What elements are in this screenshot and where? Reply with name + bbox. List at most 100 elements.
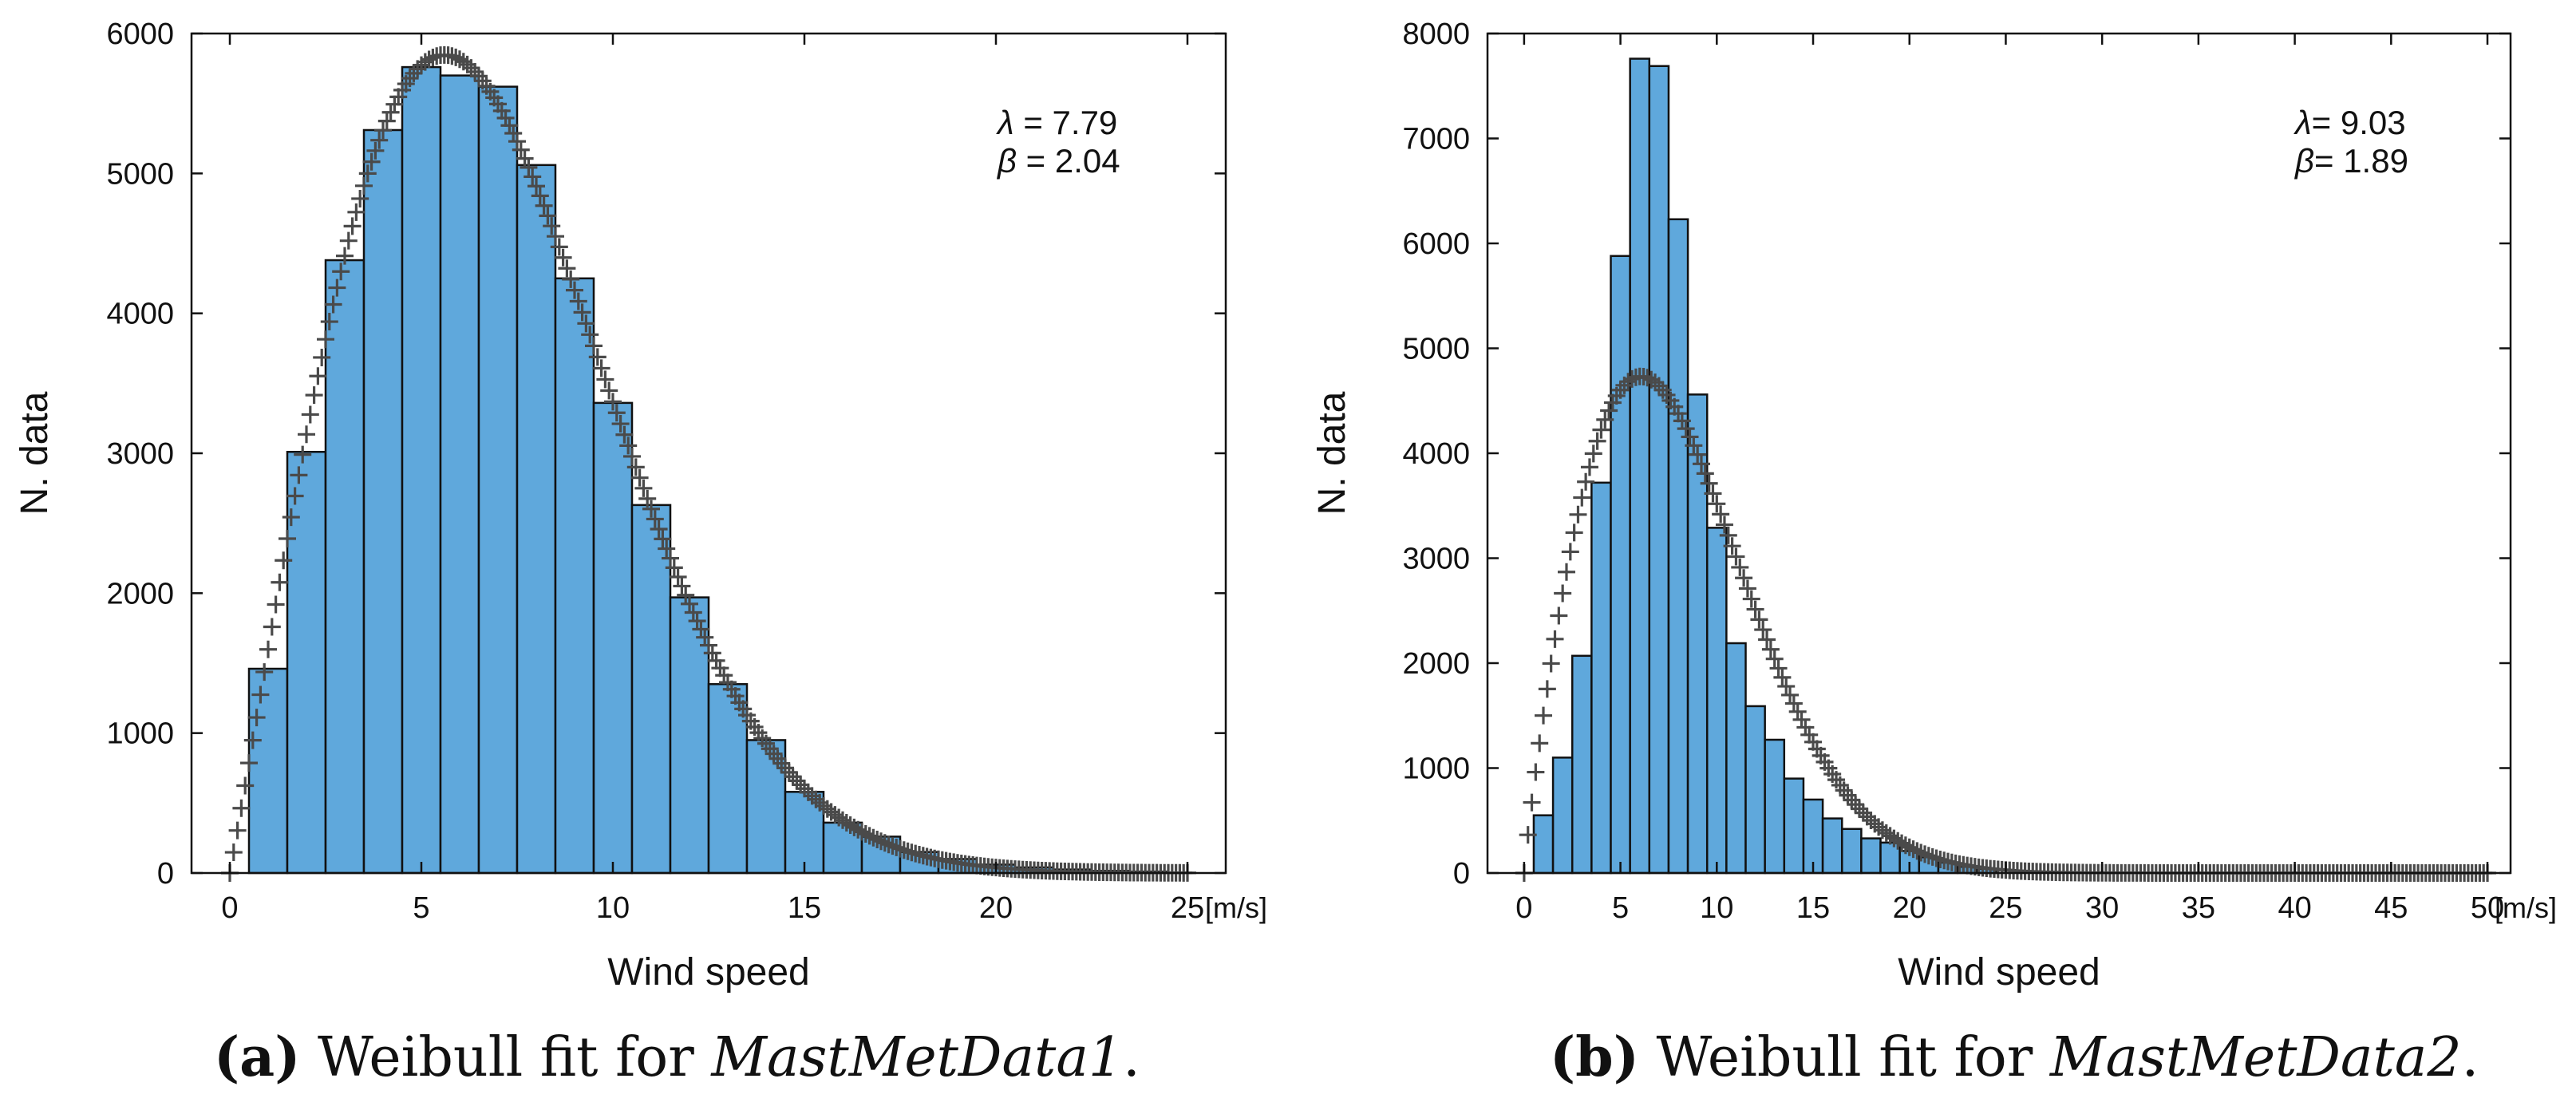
fit-marker	[1623, 369, 1642, 388]
x-unit-label: [m/s]	[1205, 891, 1267, 924]
y-tick-label: 2000	[106, 577, 174, 610]
fit-marker	[688, 612, 706, 630]
x-tick-label: 15	[788, 891, 821, 925]
fit-marker	[1550, 606, 1568, 625]
caption-b: (b) Weibull fit for MastMetData2.	[1550, 1025, 2479, 1097]
fit-marker	[1719, 526, 1737, 544]
fit-marker	[1843, 791, 1861, 809]
x-tick-label: 10	[596, 891, 630, 925]
fit-marker	[1735, 569, 1753, 587]
fit-marker	[1800, 725, 1819, 744]
fit-marker	[792, 776, 810, 794]
caption-a-end: .	[1123, 1026, 1140, 1089]
fit-marker	[1908, 842, 1926, 860]
fit-marker	[600, 381, 618, 400]
x-tick-label: 15	[1796, 891, 1830, 925]
fit-marker	[1554, 584, 1572, 602]
x-tick-label: 25	[1989, 891, 2022, 925]
y-tick-label: 1000	[106, 717, 174, 751]
fit-marker	[313, 348, 331, 366]
lambda-symbol: λ	[996, 104, 1014, 141]
x-tick-label: 5	[413, 891, 429, 925]
fit-marker	[251, 685, 270, 704]
fit-marker	[1681, 428, 1699, 446]
lambda-value: = 7.79	[1014, 104, 1118, 141]
fit-marker	[228, 821, 247, 839]
weibull-fit-curve	[221, 45, 1196, 882]
fit-marker	[554, 248, 572, 267]
fit-marker	[550, 238, 568, 256]
fit-marker	[416, 53, 434, 71]
fit-marker	[1527, 763, 1545, 781]
chart-a: 0 5 10 15 20 25 0 1000 2000 3000 4000 5000 6000 [m/s]…	[14, 18, 1267, 994]
fit-marker	[684, 603, 702, 622]
fit-marker	[520, 158, 538, 176]
beta-symbol: β	[996, 142, 1017, 180]
fit-marker	[868, 831, 887, 849]
x-tick-label: 30	[2085, 891, 2119, 925]
fit-marker	[780, 763, 798, 781]
histogram-bar	[554, 277, 595, 875]
histogram-bar	[784, 791, 825, 875]
fit-marker	[1577, 472, 1595, 491]
fit-marker	[508, 132, 526, 151]
lambda-symbol: λ	[2294, 104, 2312, 141]
fit-marker	[875, 834, 894, 852]
fit-marker	[336, 247, 354, 265]
fit-marker	[711, 659, 729, 678]
y-tick-label: 6000	[1402, 227, 1470, 261]
fit-marker	[1546, 630, 1564, 648]
y-tick-label: 0	[1453, 857, 1470, 891]
beta-value: = 1.89	[2314, 142, 2408, 180]
fit-marker	[1758, 630, 1776, 649]
fit-marker	[458, 55, 476, 73]
fit-marker	[516, 149, 534, 168]
fit-marker	[447, 48, 465, 66]
fit-marker	[531, 187, 549, 205]
x-tick-label: 35	[2182, 891, 2215, 925]
fit-marker	[1569, 505, 1587, 523]
fit-marker	[562, 270, 580, 288]
histogram-bar	[401, 65, 442, 875]
fit-marker	[1919, 847, 1938, 865]
fit-marker	[558, 259, 576, 278]
histogram-bar	[592, 401, 634, 875]
histogram-bar	[669, 596, 710, 875]
fit-marker	[377, 112, 396, 130]
fit-marker	[784, 768, 802, 786]
histogram-bar	[1860, 837, 1882, 875]
fit-marker	[1696, 464, 1714, 483]
y-axis-label: N. data	[1311, 391, 1353, 515]
fit-marker	[527, 177, 545, 196]
fit-marker	[1584, 444, 1602, 463]
histogram-bar	[707, 683, 749, 875]
caption-a-text: Weibull fit for	[300, 1026, 712, 1089]
histogram-bar	[630, 504, 672, 875]
caption-a: (a) Weibull fit for MastMetData1.	[214, 1025, 1140, 1097]
caption-a-label: (a)	[214, 1025, 301, 1089]
x-axis-label: Wind speed	[1898, 951, 2100, 994]
fit-marker	[1704, 484, 1722, 503]
fit-marker	[891, 839, 909, 858]
histogram-bar	[1705, 527, 1728, 875]
x-tick-label: 40	[2278, 891, 2311, 925]
caption-b-dataset: MastMetData2	[2049, 1026, 2462, 1089]
histogram-bar	[362, 128, 404, 875]
fit-marker	[1573, 488, 1591, 507]
fit-marker	[420, 50, 438, 69]
fit-marker	[642, 500, 660, 518]
fit-marker	[887, 838, 906, 856]
histogram-bar	[477, 85, 519, 875]
histogram-bar	[1744, 705, 1766, 875]
fit-marker	[1650, 377, 1668, 395]
caption-b-text: Weibull fit for	[1638, 1026, 2050, 1089]
fit-marker	[1538, 680, 1556, 698]
fit-marker	[1742, 590, 1760, 608]
fit-marker	[543, 217, 561, 235]
fit-marker	[569, 292, 587, 310]
fit-marker	[665, 559, 683, 577]
x-unit-label: [m/s]	[2495, 891, 2557, 924]
fit-marker	[263, 618, 281, 636]
fit-marker	[1773, 668, 1792, 686]
fit-marker	[358, 164, 377, 183]
